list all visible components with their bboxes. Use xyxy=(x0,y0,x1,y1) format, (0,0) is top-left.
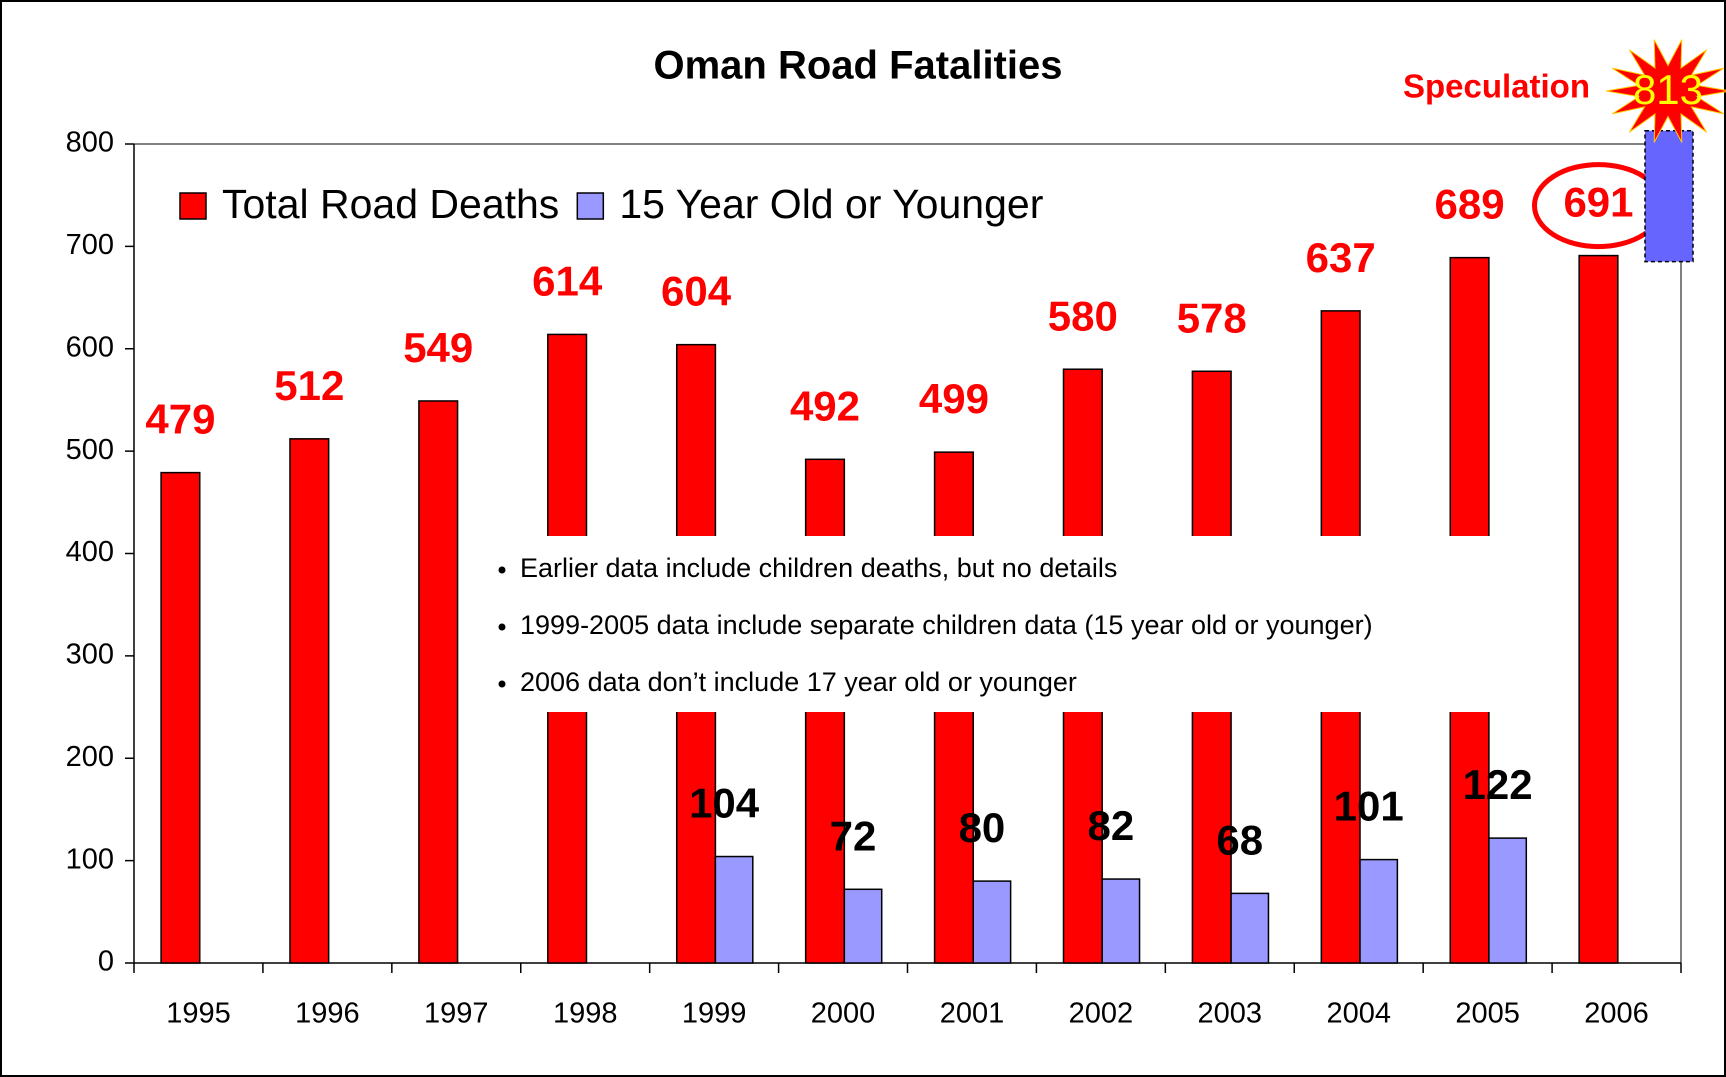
data-label: 82 xyxy=(1087,802,1134,849)
y-tick-label: 600 xyxy=(66,331,114,363)
data-label: 68 xyxy=(1216,816,1263,863)
bar xyxy=(714,855,754,964)
legend-swatch xyxy=(576,192,605,220)
bar xyxy=(972,880,1012,964)
data-label: 691 xyxy=(1563,179,1633,226)
starburst xyxy=(1605,39,1726,143)
data-label: 512 xyxy=(274,362,344,409)
y-tick-label: 200 xyxy=(66,741,114,773)
x-tick-label: 2006 xyxy=(1584,998,1649,1030)
bar xyxy=(1101,878,1141,964)
legend-label: Total Road Deaths xyxy=(222,181,559,227)
bar xyxy=(843,888,883,964)
bar xyxy=(418,400,459,964)
data-label: 549 xyxy=(403,324,473,371)
bar xyxy=(1359,858,1399,964)
x-tick-label: 2003 xyxy=(1198,998,1263,1030)
speculation-bar xyxy=(1644,129,1694,263)
notes-box xyxy=(484,536,1536,712)
x-tick-label: 2004 xyxy=(1326,998,1391,1030)
y-tick-label: 700 xyxy=(66,229,114,261)
legend-swatch xyxy=(179,192,207,220)
bullet xyxy=(498,680,506,688)
note: 1999-2005 data include separate children… xyxy=(520,610,1373,640)
x-tick-label: 1997 xyxy=(424,998,489,1030)
bar xyxy=(1488,837,1528,964)
y-tick-label: 300 xyxy=(66,639,114,671)
data-label: 122 xyxy=(1463,761,1533,808)
data-label: 104 xyxy=(689,780,760,827)
y-tick-label: 800 xyxy=(66,127,114,159)
x-tick-label: 1998 xyxy=(553,998,618,1030)
x-tick-label: 1996 xyxy=(295,998,360,1030)
bar xyxy=(1230,892,1270,964)
data-label: 578 xyxy=(1177,294,1247,341)
note: 2006 data don’t include 17 year old or y… xyxy=(520,667,1077,697)
data-label: 80 xyxy=(959,804,1006,851)
speculation-value: 813 xyxy=(1633,66,1703,113)
bar xyxy=(289,438,330,964)
legend-label: 15 Year Old or Younger xyxy=(619,181,1043,227)
note: Earlier data include children deaths, bu… xyxy=(520,553,1117,583)
x-tick-label: 2001 xyxy=(940,998,1005,1030)
y-tick-label: 400 xyxy=(66,536,114,568)
bar xyxy=(1578,254,1619,964)
data-label: 479 xyxy=(145,396,215,443)
bar xyxy=(160,471,201,964)
bullet xyxy=(498,566,506,574)
data-label: 492 xyxy=(790,382,860,429)
data-label: 689 xyxy=(1435,181,1505,228)
speculation-label: Speculation xyxy=(1403,68,1590,105)
chart-title: Oman Road Fatalities xyxy=(654,44,1063,88)
x-tick-label: 1995 xyxy=(166,998,231,1030)
data-label: 580 xyxy=(1048,292,1118,339)
x-tick-label: 2005 xyxy=(1455,998,1520,1030)
y-tick-label: 0 xyxy=(98,946,114,978)
data-label: 499 xyxy=(919,375,989,422)
data-label: 101 xyxy=(1334,783,1404,830)
data-label: 637 xyxy=(1306,234,1376,281)
x-tick-label: 2002 xyxy=(1069,998,1134,1030)
x-tick-label: 2000 xyxy=(811,998,876,1030)
data-label: 604 xyxy=(661,268,732,315)
y-tick-label: 100 xyxy=(66,843,114,875)
x-tick-label: 1999 xyxy=(682,998,747,1030)
data-label: 72 xyxy=(830,812,877,859)
bullet xyxy=(498,623,506,631)
data-label: 614 xyxy=(532,258,603,305)
y-tick-label: 500 xyxy=(66,434,114,466)
